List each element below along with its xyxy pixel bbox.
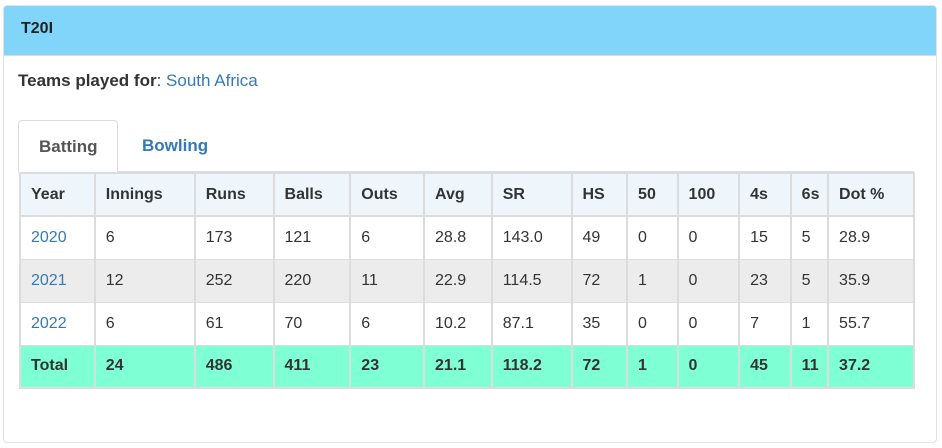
table-total-row: Total 24 486 411 23 21.1 118.2 72 1 0 45… <box>20 344 914 388</box>
cell-avg: 10.2 <box>423 301 492 345</box>
cell-6s: 1 <box>789 301 829 345</box>
cell-dot-pct: 35.9 <box>827 258 914 302</box>
cell-100: 0 <box>676 215 740 259</box>
table-row: 2022 6 61 70 6 10.2 87.1 35 0 0 7 1 55.7 <box>20 301 914 345</box>
total-runs: 486 <box>193 344 274 388</box>
cell-innings: 6 <box>93 215 195 259</box>
cell-outs: 6 <box>349 301 425 345</box>
total-avg: 21.1 <box>423 344 492 388</box>
cell-balls: 220 <box>272 258 351 302</box>
cell-sr: 87.1 <box>490 301 572 345</box>
total-sr: 118.2 <box>490 344 572 388</box>
tab-batting[interactable]: Batting <box>18 120 118 173</box>
panel-title: T20I <box>4 6 936 56</box>
cell-6s: 5 <box>789 215 829 259</box>
teams-label: Teams played for <box>18 71 157 90</box>
table-header-row: Year Innings Runs Balls Outs Avg SR HS 5… <box>20 173 914 217</box>
col-header-year: Year <box>20 173 95 217</box>
total-label: Total <box>20 344 95 388</box>
cell-avg: 22.9 <box>423 258 492 302</box>
col-header-outs: Outs <box>349 173 425 217</box>
cell-runs: 61 <box>193 301 274 345</box>
stats-tabs: Batting Bowling <box>18 120 914 173</box>
cell-runs: 173 <box>193 215 274 259</box>
cell-50: 0 <box>626 301 678 345</box>
cell-runs: 252 <box>193 258 274 302</box>
cell-100: 0 <box>676 258 740 302</box>
cell-balls: 70 <box>272 301 351 345</box>
col-header-50: 50 <box>626 173 678 217</box>
cell-100: 0 <box>676 301 740 345</box>
total-hs: 72 <box>570 344 628 388</box>
total-6s: 11 <box>789 344 829 388</box>
total-balls: 411 <box>272 344 351 388</box>
teams-played-for: Teams played for: South Africa <box>18 71 258 91</box>
year-link[interactable]: 2022 <box>31 314 67 332</box>
cell-50: 1 <box>626 258 678 302</box>
cell-50: 0 <box>626 215 678 259</box>
cell-sr: 143.0 <box>490 215 572 259</box>
total-outs: 23 <box>349 344 425 388</box>
cell-innings: 12 <box>93 258 195 302</box>
col-header-runs: Runs <box>193 173 274 217</box>
cell-4s: 7 <box>738 301 791 345</box>
col-header-balls: Balls <box>272 173 351 217</box>
cell-hs: 72 <box>570 258 628 302</box>
year-link[interactable]: 2020 <box>31 228 67 246</box>
cell-4s: 23 <box>738 258 791 302</box>
cell-dot-pct: 28.9 <box>827 215 914 259</box>
cell-4s: 15 <box>738 215 791 259</box>
batting-stats-table: Year Innings Runs Balls Outs Avg SR HS 5… <box>19 172 915 389</box>
col-header-hs: HS <box>570 173 628 217</box>
col-header-dot-pct: Dot % <box>827 173 914 217</box>
total-innings: 24 <box>93 344 195 388</box>
total-dot-pct: 37.2 <box>827 344 914 388</box>
cell-innings: 6 <box>93 301 195 345</box>
col-header-avg: Avg <box>423 173 492 217</box>
cell-year: 2020 <box>20 215 95 259</box>
cell-outs: 6 <box>349 215 425 259</box>
cell-6s: 5 <box>789 258 829 302</box>
cell-year: 2022 <box>20 301 95 345</box>
cell-hs: 35 <box>570 301 628 345</box>
total-100: 0 <box>676 344 740 388</box>
col-header-sr: SR <box>490 173 572 217</box>
table-row: 2021 12 252 220 11 22.9 114.5 72 1 0 23 … <box>20 258 914 302</box>
year-link[interactable]: 2021 <box>31 271 67 289</box>
total-50: 1 <box>626 344 678 388</box>
teams-separator: : <box>156 71 162 90</box>
col-header-100: 100 <box>676 173 740 217</box>
cell-outs: 11 <box>349 258 425 302</box>
cell-sr: 114.5 <box>490 258 572 302</box>
cell-year: 2021 <box>20 258 95 302</box>
col-header-4s: 4s <box>738 173 791 217</box>
total-4s: 45 <box>738 344 791 388</box>
cell-hs: 49 <box>570 215 628 259</box>
team-link-south-africa[interactable]: South Africa <box>166 71 258 90</box>
cell-dot-pct: 55.7 <box>827 301 914 345</box>
cell-avg: 28.8 <box>423 215 492 259</box>
cell-balls: 121 <box>272 215 351 259</box>
table-row: 2020 6 173 121 6 28.8 143.0 49 0 0 15 5 … <box>20 215 914 259</box>
tab-bowling[interactable]: Bowling <box>142 136 209 155</box>
col-header-innings: Innings <box>93 173 195 217</box>
col-header-6s: 6s <box>789 173 829 217</box>
